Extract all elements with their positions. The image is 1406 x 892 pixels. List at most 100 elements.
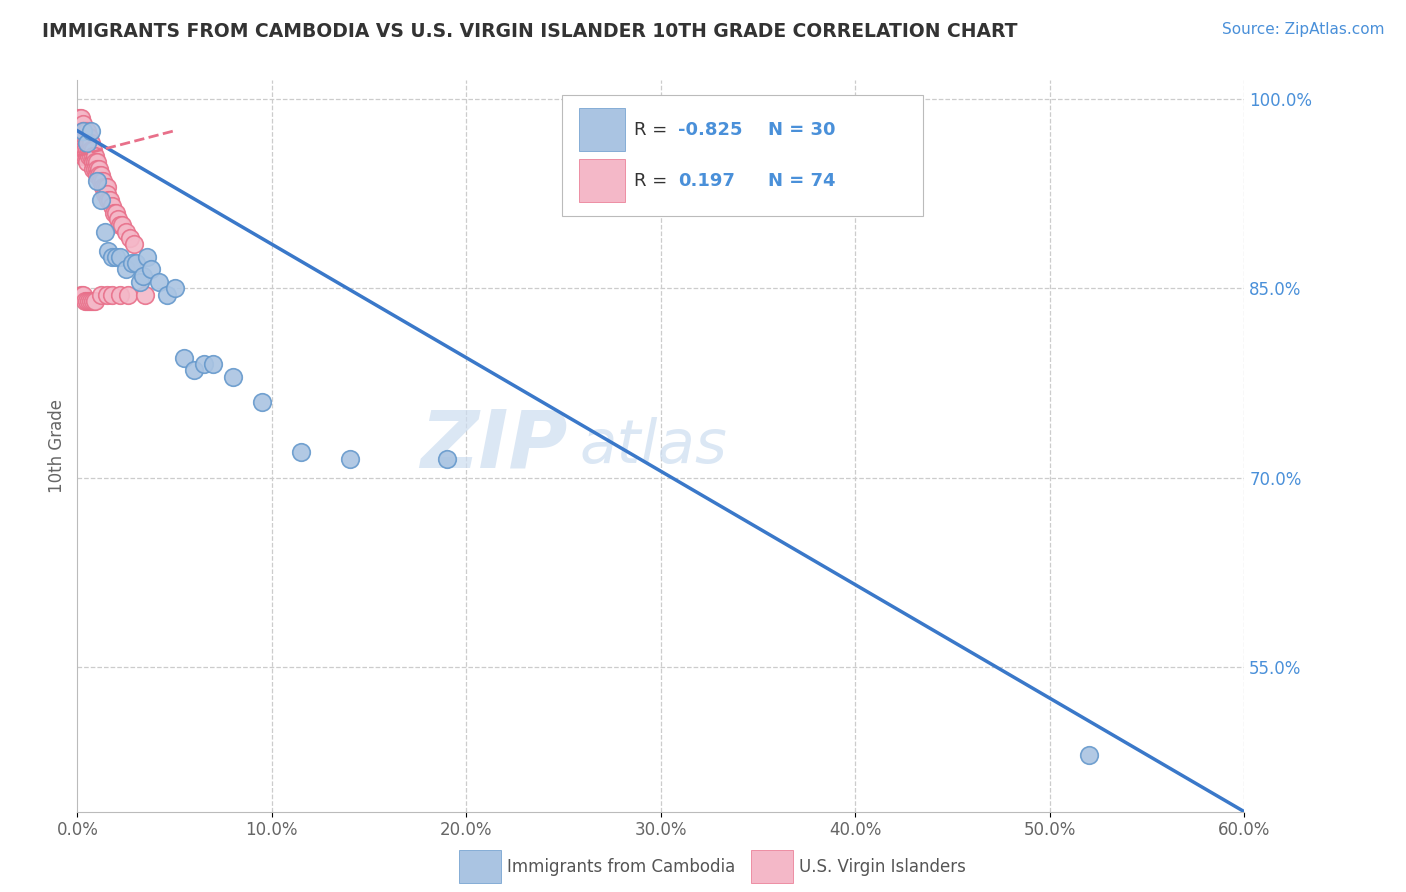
- Point: [82, 155, 104, 169]
- Text: U.S. Virgin Islanders: U.S. Virgin Islanders: [799, 857, 966, 876]
- Point: [90, 287, 112, 301]
- Point: [222, 369, 245, 384]
- Point: [96, 287, 118, 301]
- Point: [80, 136, 103, 151]
- FancyBboxPatch shape: [579, 160, 624, 202]
- Point: [67, 111, 90, 125]
- Point: [72, 149, 94, 163]
- Text: 0.197: 0.197: [678, 172, 735, 190]
- Point: [76, 136, 98, 151]
- Point: [1077, 747, 1099, 762]
- Point: [134, 287, 156, 301]
- Point: [91, 180, 114, 194]
- Text: Immigrants from Cambodia: Immigrants from Cambodia: [506, 857, 735, 876]
- Point: [86, 174, 108, 188]
- Text: N = 74: N = 74: [768, 172, 835, 190]
- Point: [156, 287, 179, 301]
- Point: [128, 275, 150, 289]
- Point: [105, 250, 128, 264]
- Point: [70, 136, 93, 151]
- Point: [100, 193, 122, 207]
- Point: [70, 124, 93, 138]
- Point: [80, 143, 103, 157]
- Point: [70, 111, 93, 125]
- Point: [83, 149, 105, 163]
- Text: ZIP: ZIP: [420, 407, 568, 485]
- Point: [101, 199, 124, 213]
- Point: [77, 136, 100, 151]
- Text: IMMIGRANTS FROM CAMBODIA VS U.S. VIRGIN ISLANDER 10TH GRADE CORRELATION CHART: IMMIGRANTS FROM CAMBODIA VS U.S. VIRGIN …: [42, 22, 1018, 41]
- Point: [163, 281, 186, 295]
- Point: [72, 124, 94, 138]
- Point: [77, 130, 100, 145]
- Point: [87, 168, 110, 182]
- Point: [183, 363, 205, 377]
- Point: [93, 225, 115, 239]
- Point: [136, 250, 159, 264]
- Point: [250, 395, 273, 409]
- Point: [90, 174, 112, 188]
- Point: [82, 161, 104, 176]
- Point: [107, 212, 129, 227]
- Point: [83, 293, 105, 308]
- Point: [75, 293, 97, 308]
- Text: R =: R =: [634, 120, 673, 138]
- Point: [77, 143, 100, 157]
- Point: [108, 219, 131, 233]
- Point: [67, 130, 90, 145]
- Point: [86, 168, 108, 182]
- Text: atlas: atlas: [579, 417, 727, 475]
- FancyBboxPatch shape: [751, 850, 793, 883]
- Point: [96, 186, 118, 201]
- Point: [72, 287, 94, 301]
- Point: [339, 451, 361, 466]
- Point: [108, 250, 131, 264]
- Point: [76, 149, 98, 163]
- Point: [105, 205, 128, 219]
- FancyBboxPatch shape: [458, 850, 501, 883]
- Point: [86, 161, 108, 176]
- Point: [80, 124, 103, 138]
- Point: [117, 287, 139, 301]
- Point: [76, 155, 98, 169]
- Point: [118, 231, 141, 245]
- Point: [103, 205, 125, 219]
- Y-axis label: 10th Grade: 10th Grade: [48, 399, 66, 493]
- Text: -0.825: -0.825: [678, 120, 742, 138]
- Point: [82, 143, 104, 157]
- Point: [111, 219, 134, 233]
- Point: [82, 149, 104, 163]
- Point: [72, 124, 94, 138]
- Point: [290, 445, 312, 459]
- Point: [96, 180, 118, 194]
- Point: [87, 161, 110, 176]
- Text: R =: R =: [634, 172, 673, 190]
- Point: [82, 293, 104, 308]
- Point: [67, 124, 90, 138]
- Point: [76, 143, 98, 157]
- Point: [72, 136, 94, 151]
- Point: [124, 256, 148, 270]
- Point: [173, 351, 195, 365]
- Point: [101, 250, 124, 264]
- Point: [193, 357, 215, 371]
- FancyBboxPatch shape: [579, 108, 624, 152]
- Point: [76, 130, 98, 145]
- Point: [77, 149, 100, 163]
- Point: [70, 287, 93, 301]
- Point: [72, 143, 94, 157]
- FancyBboxPatch shape: [561, 95, 924, 216]
- Point: [115, 262, 138, 277]
- Text: Source: ZipAtlas.com: Source: ZipAtlas.com: [1222, 22, 1385, 37]
- Point: [76, 124, 98, 138]
- Point: [141, 262, 163, 277]
- Point: [80, 149, 103, 163]
- Point: [93, 186, 115, 201]
- Point: [108, 287, 131, 301]
- Point: [132, 268, 155, 283]
- Point: [75, 124, 97, 138]
- Point: [77, 293, 100, 308]
- Point: [91, 174, 114, 188]
- Point: [101, 287, 124, 301]
- Point: [93, 180, 115, 194]
